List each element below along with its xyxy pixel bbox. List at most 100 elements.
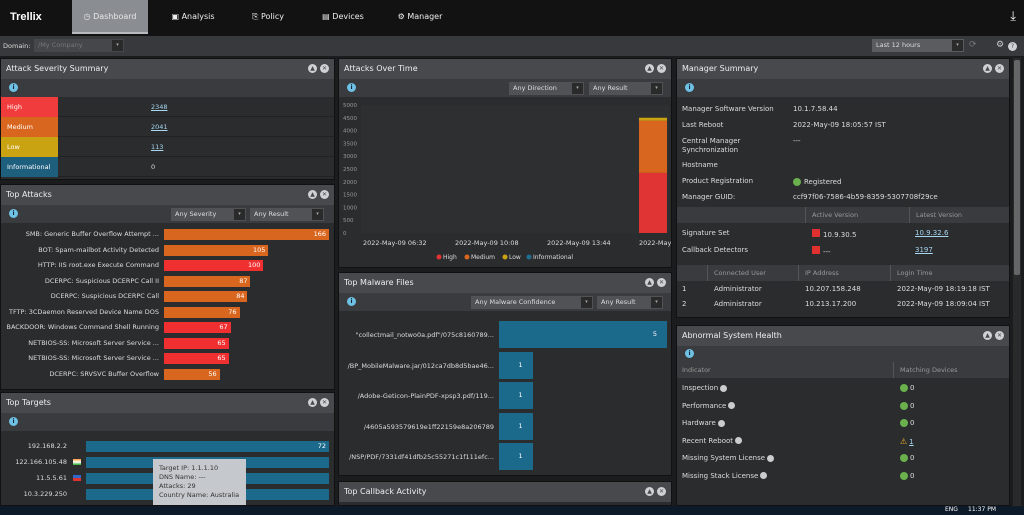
time-range-select[interactable]: Last 12 hours▾ bbox=[872, 39, 964, 52]
malware-confidence-filter[interactable]: Any Malware Confidence▾ bbox=[471, 296, 593, 309]
collapse-icon[interactable]: ▲ bbox=[983, 64, 992, 73]
close-icon[interactable]: ✕ bbox=[320, 190, 329, 199]
malware-file-label[interactable]: /4605a593579619e1ff22159e8a206789 bbox=[339, 423, 494, 431]
attack-bar[interactable]: 87 bbox=[164, 276, 250, 287]
close-icon[interactable]: ✕ bbox=[320, 398, 329, 407]
attack-bar[interactable]: 100 bbox=[164, 260, 263, 271]
malware-bar[interactable]: 1 bbox=[499, 352, 533, 379]
attack-bar[interactable]: 76 bbox=[164, 307, 240, 318]
bar-low[interactable] bbox=[639, 118, 667, 121]
close-icon[interactable]: ✕ bbox=[995, 64, 1004, 73]
close-icon[interactable]: ✕ bbox=[657, 278, 666, 287]
latest-version-link[interactable]: 3197 bbox=[915, 246, 933, 254]
result-filter[interactable]: Any Result▾ bbox=[250, 208, 324, 221]
scrollbar-thumb[interactable] bbox=[1014, 60, 1020, 275]
target-label[interactable]: 192.168.2.2 bbox=[1, 442, 67, 450]
malware-bar[interactable]: 1 bbox=[499, 443, 533, 470]
y-tick-label: 4500 bbox=[343, 116, 357, 122]
attack-label[interactable]: DCERPC: SRVSVC Buffer Overflow bbox=[1, 370, 159, 378]
collapse-icon[interactable]: ▲ bbox=[645, 278, 654, 287]
gear-icon[interactable]: ⚙ bbox=[996, 40, 1004, 50]
tab-analysis[interactable]: ▣ Analysis bbox=[155, 0, 231, 34]
clock[interactable]: 11:37 PM bbox=[968, 506, 996, 513]
target-label[interactable]: 10.3.229.250 bbox=[1, 490, 67, 498]
result-filter[interactable]: Any Result▾ bbox=[589, 82, 663, 95]
attack-label[interactable]: DCERPC: Suspicious DCERPC Call II bbox=[1, 277, 159, 285]
malware-bar[interactable]: 1 bbox=[499, 413, 533, 440]
tab-devices[interactable]: ▤ Devices bbox=[305, 0, 381, 34]
count[interactable]: 1 bbox=[909, 438, 913, 446]
attack-label[interactable]: TFTP: 3CDaemon Reserved Device Name DOS bbox=[1, 308, 159, 316]
latest-version-link[interactable]: 10.9.32.6 bbox=[915, 229, 948, 237]
target-bar[interactable]: 72 bbox=[86, 441, 329, 452]
attack-label[interactable]: NETBIOS-SS: Microsoft Server Service ... bbox=[1, 354, 159, 362]
info-icon[interactable]: i bbox=[9, 83, 18, 92]
direction-filter[interactable]: Any Direction▾ bbox=[509, 82, 584, 95]
info-icon[interactable] bbox=[718, 420, 725, 427]
collapse-icon[interactable]: ▲ bbox=[645, 64, 654, 73]
malware-file-label[interactable]: /BP_MobileMalware.jar/012ca7db8d5bae46..… bbox=[339, 362, 494, 370]
collapse-icon[interactable]: ▲ bbox=[983, 331, 992, 340]
attack-bar[interactable]: 65 bbox=[164, 338, 229, 349]
tab-policy[interactable]: ⎘ Policy bbox=[230, 0, 306, 34]
help-icon[interactable]: ? bbox=[1008, 42, 1017, 51]
attack-bar[interactable]: 84 bbox=[164, 291, 247, 302]
attack-label[interactable]: BACKDOOR: Windows Command Shell Running bbox=[1, 323, 159, 331]
tab-manager[interactable]: ⚙ Manager bbox=[382, 0, 458, 34]
collapse-icon[interactable]: ▲ bbox=[308, 190, 317, 199]
info-icon[interactable] bbox=[760, 472, 767, 479]
legend-label[interactable]: Medium bbox=[471, 254, 495, 261]
info-icon[interactable]: i bbox=[347, 297, 356, 306]
collapse-icon[interactable]: ▲ bbox=[308, 398, 317, 407]
result-filter[interactable]: Any Result▾ bbox=[597, 296, 663, 309]
attack-bar[interactable]: 105 bbox=[164, 245, 268, 256]
severity-count[interactable]: 2348 bbox=[151, 103, 168, 111]
attack-label[interactable]: DCERPC: Suspicious DCERPC Call bbox=[1, 292, 159, 300]
info-icon[interactable]: i bbox=[9, 209, 18, 218]
malware-file-label[interactable]: /NSP/PDF/7331df41dfb25c55271c1f111efc... bbox=[339, 453, 494, 461]
close-icon[interactable]: ✕ bbox=[657, 64, 666, 73]
info-icon[interactable] bbox=[767, 455, 774, 462]
info-icon[interactable]: i bbox=[685, 83, 694, 92]
bar-high[interactable] bbox=[639, 173, 667, 233]
attack-bar[interactable]: 56 bbox=[164, 369, 220, 380]
target-label[interactable]: 122.166.105.48 bbox=[1, 458, 67, 466]
info-icon[interactable] bbox=[735, 437, 742, 444]
domain-select[interactable]: /My Company▾ bbox=[34, 39, 124, 52]
close-icon[interactable]: ✕ bbox=[320, 64, 329, 73]
severity-count[interactable]: 113 bbox=[151, 143, 163, 151]
severity-filter[interactable]: Any Severity▾ bbox=[171, 208, 246, 221]
page-scrollbar[interactable] bbox=[1013, 58, 1021, 506]
close-icon[interactable]: ✕ bbox=[995, 331, 1004, 340]
legend-label[interactable]: High bbox=[443, 254, 457, 261]
malware-file-label[interactable]: "collectmail_notwo0a.pdf"/075c8160789... bbox=[339, 331, 494, 339]
info-icon[interactable]: i bbox=[9, 417, 18, 426]
target-label[interactable]: 11.5.5.61 bbox=[1, 474, 67, 482]
close-icon[interactable]: ✕ bbox=[657, 487, 666, 496]
attack-bar[interactable]: 65 bbox=[164, 353, 229, 364]
attack-label[interactable]: HTTP: IIS root.exe Execute Command bbox=[1, 261, 159, 269]
legend-label[interactable]: Low bbox=[509, 254, 521, 261]
attack-bar[interactable]: 166 bbox=[164, 229, 329, 240]
collapse-icon[interactable]: ▲ bbox=[308, 64, 317, 73]
collapse-icon[interactable]: ▲ bbox=[645, 487, 654, 496]
info-icon[interactable]: i bbox=[685, 349, 694, 358]
malware-file-label[interactable]: /Adobe-Geticon-PlainPDF-xpsp3.pdf/119... bbox=[339, 392, 494, 400]
malware-bar[interactable]: 5 bbox=[499, 321, 667, 348]
attack-label[interactable]: BOT: Spam-mailbot Activity Detected bbox=[1, 246, 159, 254]
refresh-icon[interactable]: ⟳ bbox=[969, 40, 977, 50]
info-icon[interactable] bbox=[728, 402, 735, 409]
panel-title: Top Callback Activity bbox=[344, 487, 426, 496]
language-indicator[interactable]: ENG bbox=[945, 506, 958, 513]
bar-medium[interactable] bbox=[639, 121, 667, 173]
attack-bar[interactable]: 67 bbox=[164, 322, 231, 333]
attack-label[interactable]: SMB: Generic Buffer Overflow Attempt ... bbox=[1, 230, 159, 238]
tab-dashboard[interactable]: ◷ Dashboard bbox=[72, 0, 148, 34]
attack-label[interactable]: NETBIOS-SS: Microsoft Server Service ... bbox=[1, 339, 159, 347]
info-icon[interactable]: i bbox=[347, 83, 356, 92]
legend-label[interactable]: Informational bbox=[533, 254, 573, 261]
info-icon[interactable] bbox=[720, 385, 727, 392]
malware-bar[interactable]: 1 bbox=[499, 382, 533, 409]
download-icon[interactable]: ⤓ bbox=[1010, 9, 1016, 24]
severity-count[interactable]: 2041 bbox=[151, 123, 168, 131]
